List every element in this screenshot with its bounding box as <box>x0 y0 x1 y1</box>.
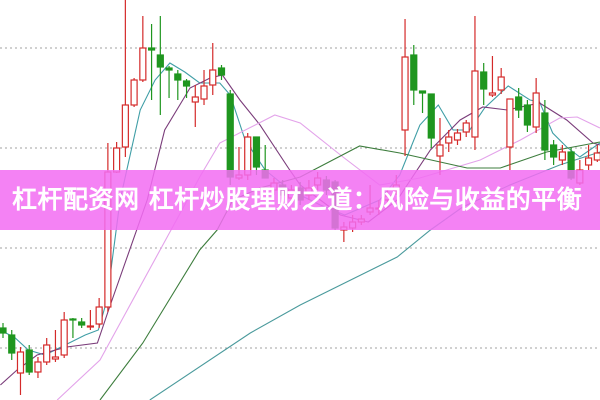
candle-body <box>252 136 261 168</box>
candle-body <box>523 104 532 126</box>
candle-body <box>43 344 51 363</box>
candle-body <box>584 157 593 166</box>
candle-body <box>51 356 60 360</box>
candle-body <box>174 73 182 81</box>
candle-body <box>541 112 549 151</box>
candle-body <box>191 96 199 103</box>
candle-body <box>60 319 68 356</box>
candle-body <box>410 54 418 91</box>
candle-body <box>0 327 7 334</box>
candle-body <box>427 93 435 139</box>
moving-average-line <box>56 114 600 400</box>
candle-body <box>593 152 600 161</box>
candle-body <box>209 69 217 86</box>
candle-body <box>418 90 427 94</box>
candle-body <box>69 318 77 321</box>
moving-average-line <box>0 74 600 386</box>
candle-body <box>550 144 558 158</box>
candle-body <box>515 96 523 111</box>
candle-body <box>34 361 42 373</box>
candle-body <box>200 85 208 100</box>
candle-body <box>130 79 138 106</box>
candle-body <box>25 349 33 373</box>
candle-body <box>139 47 147 81</box>
candle-body <box>121 104 129 148</box>
candle-body <box>497 76 505 91</box>
candle-body <box>445 136 453 144</box>
candle-body <box>226 93 234 178</box>
candle-body <box>95 306 103 325</box>
banner-title: 杠杆配资网 杠杆炒股理财之道：风险与收益的平衡 <box>12 185 583 214</box>
candle-body <box>156 54 164 68</box>
candle-body <box>8 334 16 354</box>
candle-body <box>480 71 488 90</box>
candle-body <box>506 98 514 148</box>
candle-body <box>113 147 121 173</box>
candle-body <box>471 70 479 138</box>
candle-body <box>182 80 191 87</box>
candle-body <box>217 67 226 76</box>
candle-body <box>78 321 86 326</box>
candle-body <box>436 144 444 157</box>
candle-body <box>147 47 156 51</box>
candle-body <box>165 67 173 71</box>
candle-body <box>16 351 25 374</box>
candle-body <box>558 151 566 161</box>
title-banner: 杠杆配资网 杠杆炒股理财之道：风险与收益的平衡 <box>0 170 600 230</box>
candle-body <box>453 132 462 141</box>
candle-body <box>532 92 540 128</box>
candle-body <box>488 92 497 96</box>
candle-body <box>462 122 470 133</box>
candle-body <box>86 325 95 328</box>
candle-body <box>401 56 409 131</box>
